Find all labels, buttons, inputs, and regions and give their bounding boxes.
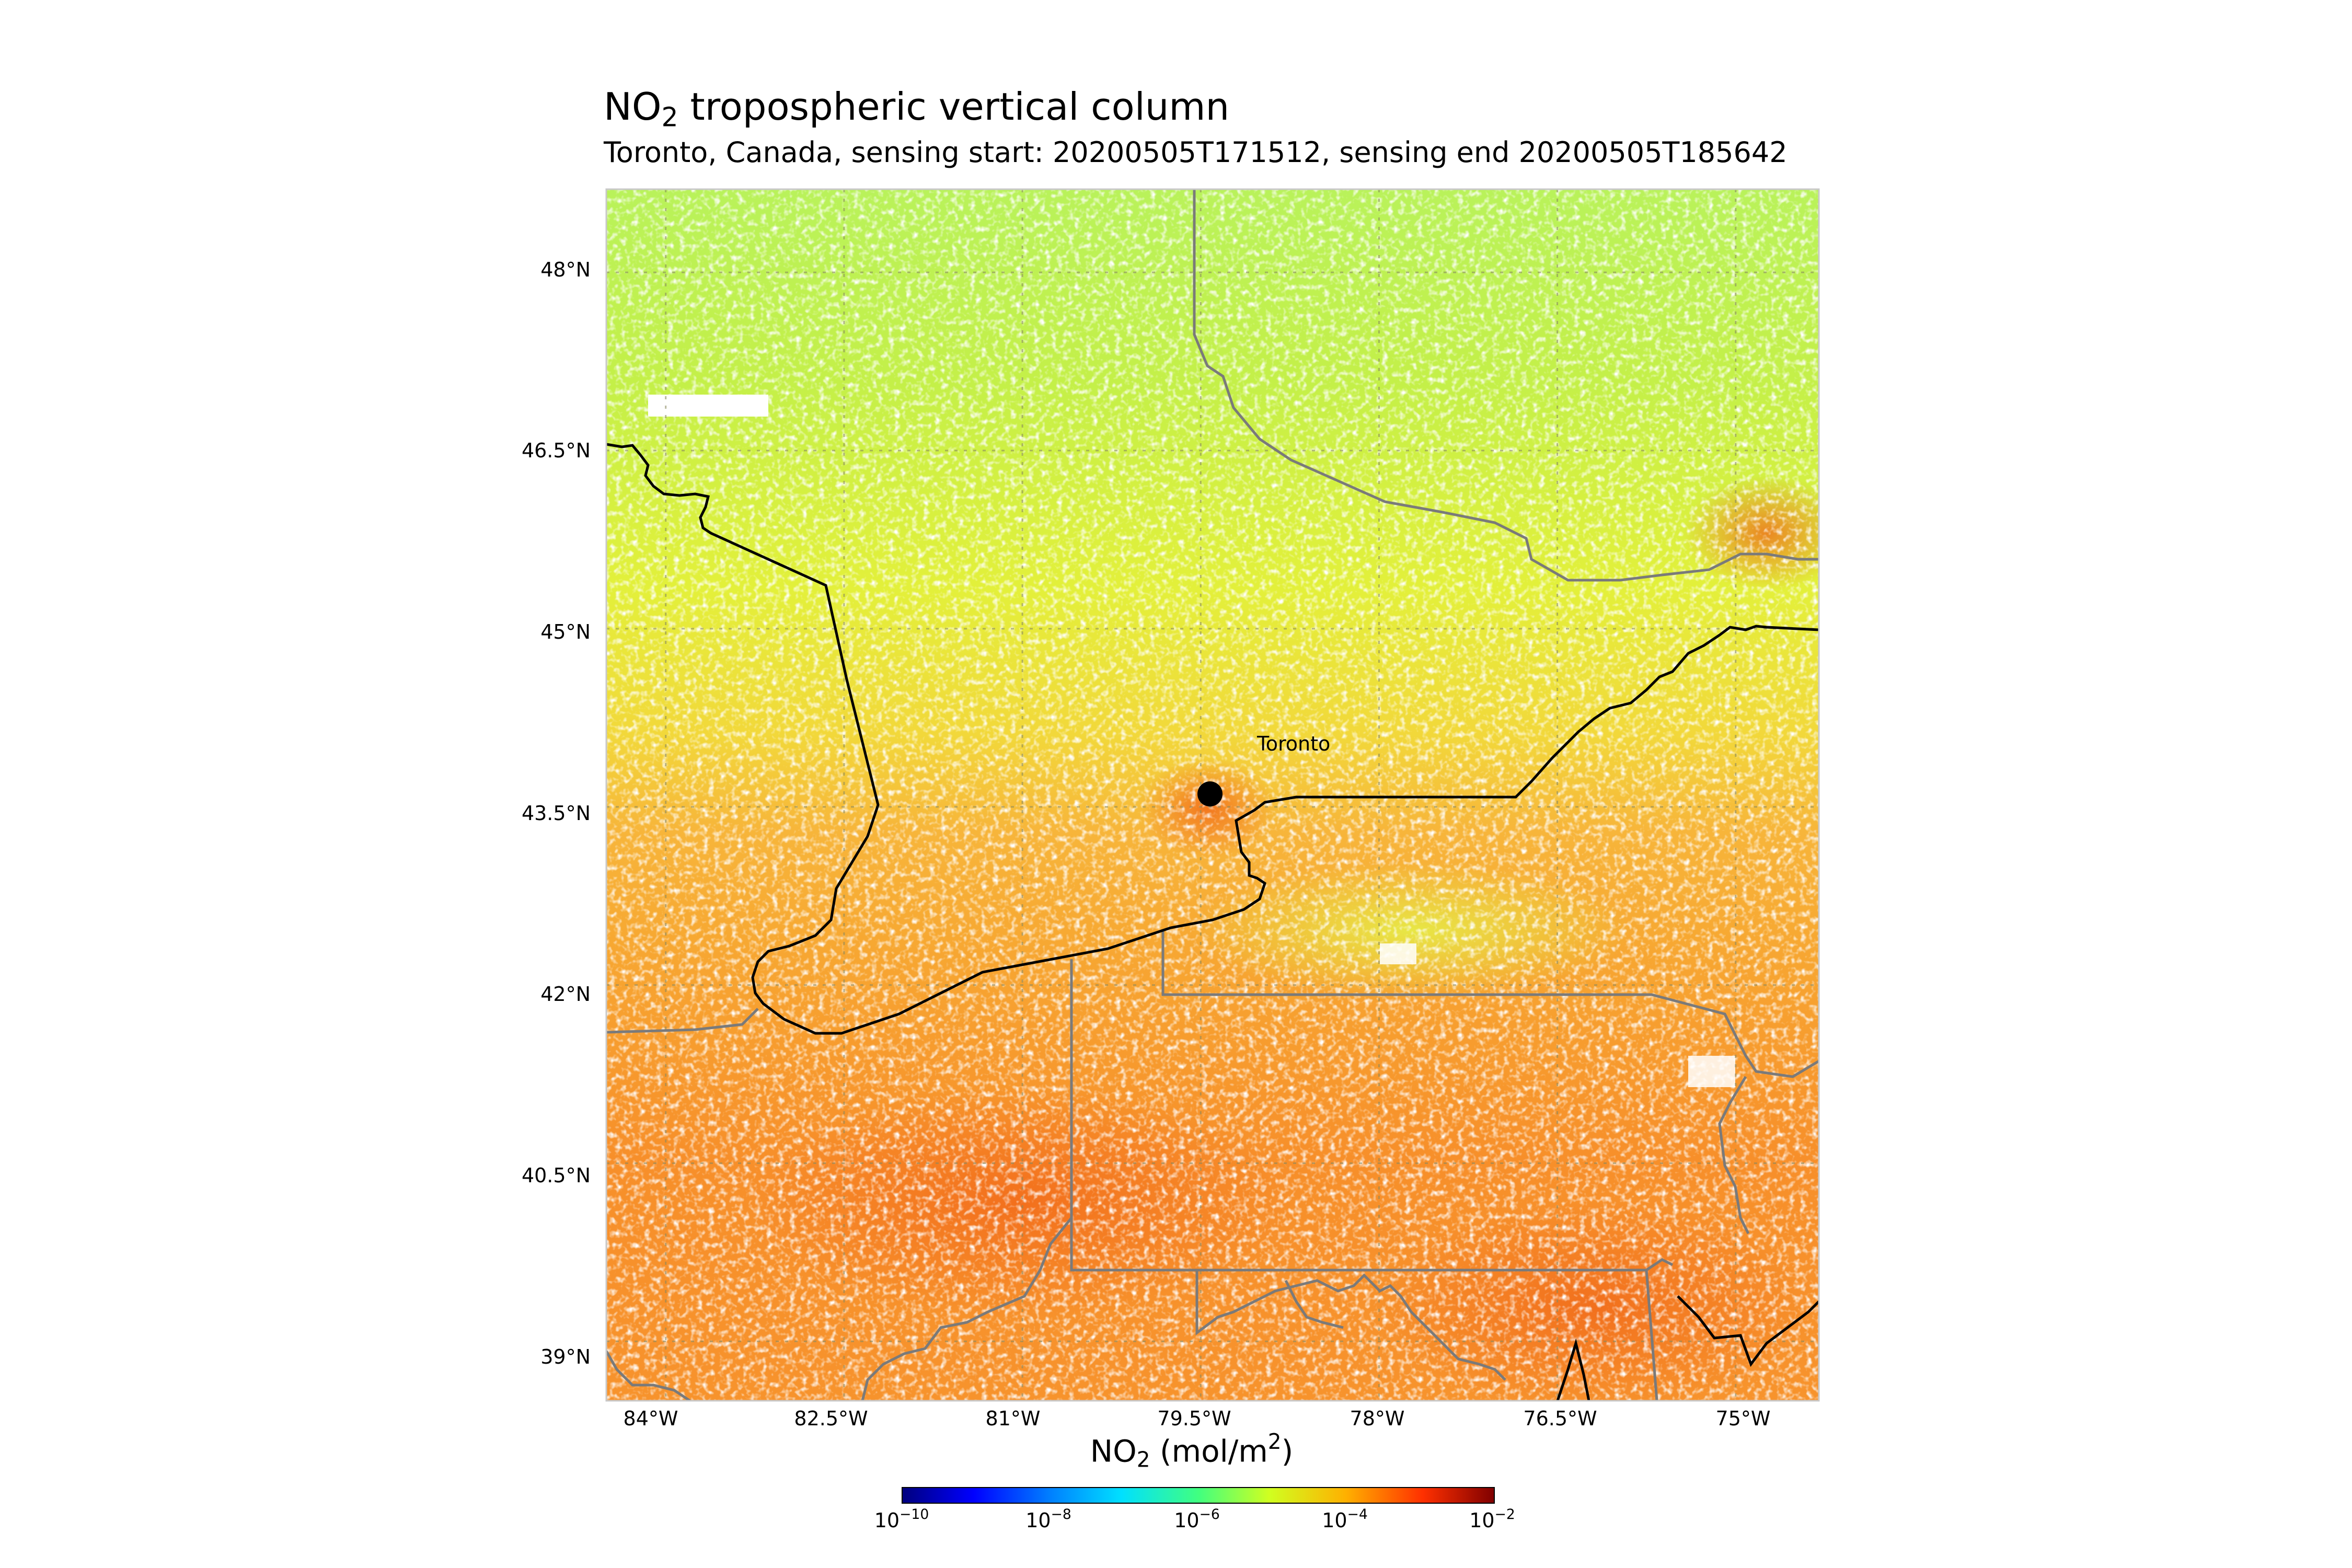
cloud-gap [648, 395, 768, 417]
chart-title: NO2 tropospheric vertical column [604, 85, 1230, 133]
toronto-marker [1197, 781, 1223, 806]
map-frame [605, 188, 1820, 1402]
coastlines-national-border [606, 443, 1819, 1401]
lat-tick-label: 42°N [540, 983, 591, 1006]
colorbar-tick-label: 10−2 [1469, 1506, 1515, 1532]
lat-tick-label: 39°N [540, 1345, 591, 1368]
cloud-gap [1688, 1056, 1735, 1087]
state-borders [606, 189, 1819, 1401]
lat-tick-label: 40.5°N [521, 1164, 591, 1187]
colorbar-tick-label: 10−8 [1025, 1506, 1071, 1532]
chart-subtitle: Toronto, Canada, sensing start: 20200505… [604, 136, 1788, 169]
lon-tick-label: 81°W [985, 1407, 1041, 1430]
colorbar-tick-label: 10−10 [874, 1506, 929, 1532]
lat-tick-label: 43.5°N [521, 802, 591, 825]
lat-tick-label: 45°N [540, 620, 591, 643]
lon-tick-label: 78°W [1350, 1407, 1405, 1430]
lon-tick-label: 76.5°W [1523, 1407, 1597, 1430]
lon-tick-label: 79.5°W [1157, 1407, 1231, 1430]
lat-tick-label: 48°N [540, 258, 591, 281]
lon-tick-label: 84°W [623, 1407, 678, 1430]
cloud-gap [1380, 943, 1416, 964]
lon-tick-label: 75°W [1715, 1407, 1771, 1430]
colorbar-tick-label: 10−6 [1174, 1506, 1220, 1532]
colorbar-label: NO2 (mol/m2) [1090, 1429, 1294, 1472]
lon-tick-label: 82.5°W [794, 1407, 868, 1430]
toronto-label: Toronto [1256, 732, 1330, 755]
colorbar-tick-label: 10−4 [1322, 1506, 1368, 1532]
lat-tick-label: 46.5°N [521, 439, 591, 462]
colorbar [902, 1487, 1495, 1504]
gridlines [606, 189, 1819, 1401]
